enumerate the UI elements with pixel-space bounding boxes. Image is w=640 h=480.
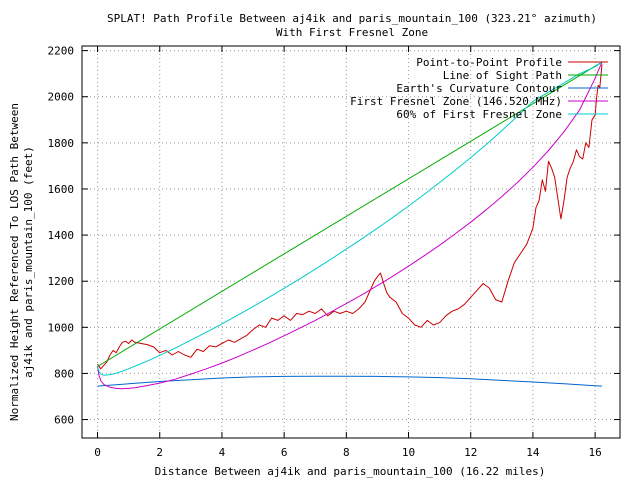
series-line-point-to-point-profile — [97, 64, 603, 370]
x-tick-label: 0 — [94, 446, 101, 459]
legend-label: Point-to-Point Profile — [416, 56, 562, 69]
x-tick-label: 2 — [156, 446, 163, 459]
legend-label: Line of Sight Path — [443, 69, 562, 82]
legend-label: First Fresnel Zone (146.520 MHz) — [350, 95, 562, 108]
tick-labels: 0 2 4 6 8 10 12 14 16 600 800 1000 1200 1400 1600 1800 2… — [48, 45, 602, 459]
x-tick-label: 12 — [464, 446, 477, 459]
y-tick-label: 1000 — [48, 321, 75, 334]
x-tick-label: 6 — [281, 446, 288, 459]
y-axis-label: Normalized Height Referenced To LOS Path… — [8, 103, 21, 421]
y-tick-label: 2200 — [48, 45, 75, 58]
x-tick-label: 14 — [526, 446, 540, 459]
legend-label: Earth's Curvature Contour — [396, 82, 562, 95]
y-tick-label: 1600 — [48, 183, 75, 196]
x-tick-label: 4 — [219, 446, 226, 459]
y-axis-label-line2: aj4ik and paris_mountain_100 (feet) — [22, 146, 35, 378]
series-line-line-of-sight-path — [97, 61, 603, 367]
series-line-first-fresnel-zone-146-520-mhz — [97, 61, 603, 390]
series-line-60-of-first-fresnel-zone — [97, 61, 603, 376]
chart-title: SPLAT! Path Profile Between aj4ik and pa… — [107, 12, 597, 25]
plot-border — [81, 45, 621, 439]
y-tick-label: 2000 — [48, 91, 75, 104]
legend-label: 60% of First Fresnel Zone — [396, 108, 562, 121]
y-tick-label: 600 — [54, 414, 74, 427]
axes — [81, 45, 621, 439]
x-tick-label: 10 — [402, 446, 415, 459]
y-tick-label: 1200 — [48, 275, 75, 288]
y-tick-label: 1800 — [48, 137, 75, 150]
x-tick-label: 8 — [343, 446, 350, 459]
y-tick-label: 1400 — [48, 229, 75, 242]
series-layer — [97, 61, 603, 390]
x-tick-label: 16 — [588, 446, 601, 459]
x-axis-label: Distance Between aj4ik and paris_mountai… — [155, 465, 546, 478]
series-line-earth-s-curvature-contour — [97, 375, 603, 387]
chart-subtitle: With First Fresnel Zone — [276, 26, 428, 39]
y-tick-label: 800 — [54, 367, 74, 380]
